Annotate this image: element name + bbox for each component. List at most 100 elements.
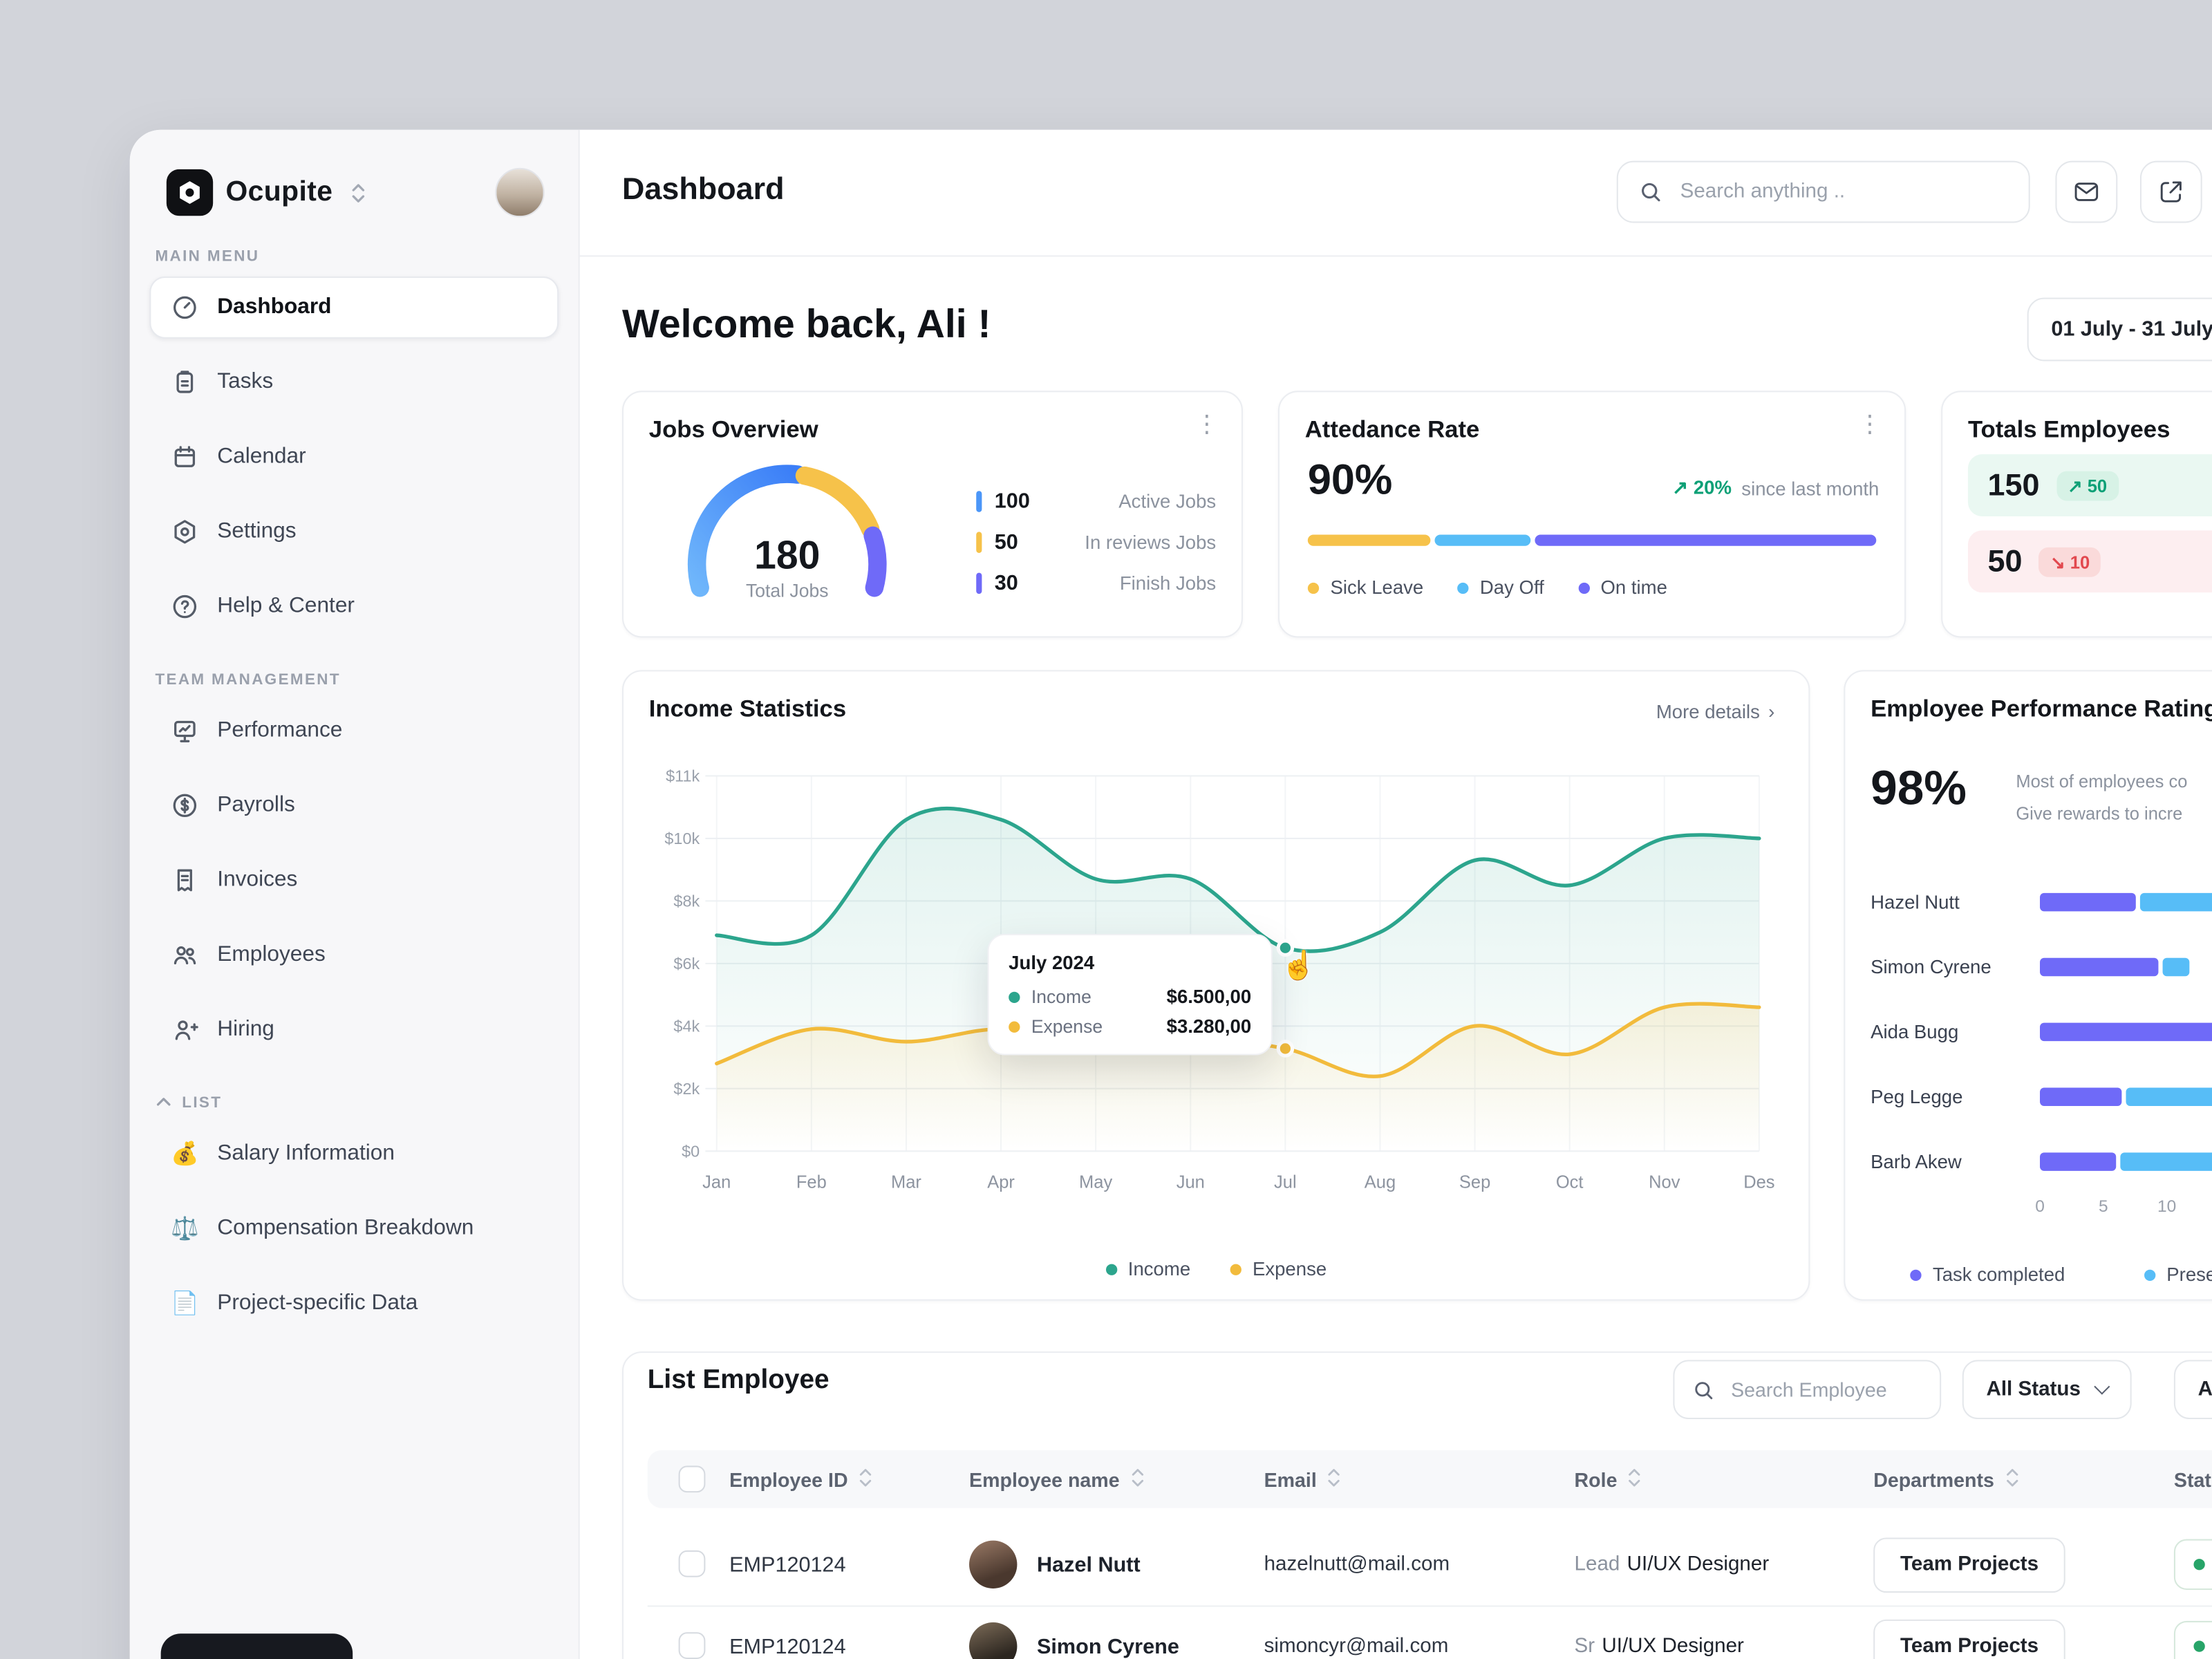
income-statistics-title: Income Statistics xyxy=(648,695,847,722)
sidebar-item-tasks[interactable]: Tasks xyxy=(149,351,559,413)
sidebar-item-label: Hiring xyxy=(217,1017,274,1042)
column-header-employee-id[interactable]: Employee ID xyxy=(729,1450,872,1508)
table-row[interactable]: EMP120124 Simon Cyrene simoncyr@mail.com Sr… xyxy=(648,1605,2212,1659)
status-filter-button[interactable]: All Status xyxy=(1962,1360,2132,1420)
legend-dot xyxy=(1105,1263,1117,1275)
sidebar-item-compensation-breakdown[interactable]: ⚖️ Compensation Breakdown xyxy=(149,1198,559,1260)
row-checkbox[interactable] xyxy=(678,1632,706,1659)
legend-dot xyxy=(1457,581,1469,594)
sidebar-item-help-center[interactable]: Help & Center xyxy=(149,576,559,638)
status-dot xyxy=(2193,1640,2205,1652)
payrolls-icon xyxy=(171,791,199,820)
help-icon xyxy=(171,592,199,621)
attendance-title: Attedance Rate xyxy=(1304,416,1480,443)
sidebar-item-employees[interactable]: Employees xyxy=(149,924,559,986)
workspace-switcher-icon[interactable] xyxy=(348,180,368,205)
sort-icon[interactable] xyxy=(1629,1466,1641,1492)
sidebar-item-salary-information[interactable]: 💰 Salary Information xyxy=(149,1123,559,1185)
svg-text:Sep: Sep xyxy=(1459,1172,1490,1192)
legend-dot xyxy=(1577,581,1590,594)
performance-note: Most of employees co Give rewards to inc… xyxy=(2016,766,2212,831)
performance-bar-track xyxy=(2040,1152,2212,1170)
welcome-heading: Welcome back, Ali ! xyxy=(622,301,991,346)
kebab-menu-icon[interactable]: ⋮ xyxy=(1194,410,1219,438)
select-all-checkbox[interactable] xyxy=(678,1465,706,1493)
sort-icon[interactable] xyxy=(859,1466,872,1492)
sort-icon[interactable] xyxy=(1131,1466,1143,1492)
svg-text:Feb: Feb xyxy=(796,1172,827,1192)
global-search[interactable] xyxy=(1616,160,2030,223)
employee-search[interactable] xyxy=(1673,1360,1942,1420)
sidebar-item-calendar[interactable]: Calendar xyxy=(149,426,559,488)
sort-icon[interactable] xyxy=(1328,1466,1340,1492)
performance-bar-track xyxy=(2040,1087,2212,1105)
sidebar-item-project-specific-data[interactable]: 📄 Project-specific Data xyxy=(149,1273,559,1335)
department-badge[interactable]: Team Projects xyxy=(1873,1618,2065,1659)
row-checkbox[interactable] xyxy=(678,1550,706,1577)
sidebar-item-invoices[interactable]: Invoices xyxy=(149,850,559,912)
sidebar-section-label-list[interactable]: LIST xyxy=(155,1095,553,1112)
date-range-button[interactable]: 01 July - 31 July xyxy=(2027,297,2212,362)
employee-search-input[interactable] xyxy=(1728,1376,1904,1403)
mail-button[interactable] xyxy=(2055,160,2118,223)
role-filter-button[interactable]: All Role xyxy=(2173,1360,2212,1420)
cell-status xyxy=(2173,1524,2212,1605)
search-input[interactable] xyxy=(1677,179,2009,205)
task-completed-bar xyxy=(2040,1022,2212,1041)
performance-employee-name: Simon Cyrene xyxy=(1871,955,1991,977)
svg-text:$11k: $11k xyxy=(666,767,700,785)
column-header-employee-name[interactable]: Employee name xyxy=(969,1450,1143,1508)
column-header-departments[interactable]: Departments xyxy=(1873,1450,2018,1508)
sidebar-item-payrolls[interactable]: Payrolls xyxy=(149,774,559,836)
legend-label: In reviews Jobs xyxy=(1085,532,1217,553)
tooltip-dot xyxy=(1009,1020,1020,1032)
legend-marker xyxy=(976,532,982,553)
sidebar-item-dashboard[interactable]: Dashboard xyxy=(149,276,559,339)
sidebar-item-settings[interactable]: Settings xyxy=(149,500,559,563)
jobs-overview-card: Jobs Overview ⋮ 180 Total Jobs 100 Active… xyxy=(622,391,1243,638)
totals-rows: 150 ↗ 50 50 ↘ 10 xyxy=(1967,454,2212,606)
performance-note-line2: Give rewards to incre xyxy=(2016,804,2183,825)
sidebar-section-label-team-management: TEAM MANAGEMENT xyxy=(155,671,341,688)
legend-dot xyxy=(1307,581,1320,594)
svg-text:$6k: $6k xyxy=(673,955,700,973)
user-avatar[interactable] xyxy=(495,167,545,218)
performance-headline: 98% xyxy=(1871,762,1967,816)
sort-icon[interactable] xyxy=(2005,1466,2018,1492)
table-row[interactable]: EMP120124 Hazel Nutt hazelnutt@mail.com Lea… xyxy=(647,1524,2212,1607)
more-details-label: More details xyxy=(1656,701,1760,722)
cell-employee-id: EMP120124 xyxy=(729,1634,846,1658)
jobs-gauge-chart xyxy=(687,465,887,597)
legend-dot xyxy=(2144,1268,2155,1281)
performance-row: Hazel Nutt xyxy=(1871,869,2212,934)
sidebar-item-label: Dashboard xyxy=(217,294,332,319)
sidebar-item-performance[interactable]: Performance xyxy=(149,700,559,762)
employee-avatar xyxy=(969,1622,1018,1659)
sidebar-item-hiring[interactable]: Hiring xyxy=(149,999,559,1061)
task-completed-bar xyxy=(2040,957,2158,976)
column-header-status[interactable]: Status xyxy=(2173,1468,2212,1491)
present-bar xyxy=(2139,892,2212,911)
performance-bar-track xyxy=(2040,957,2212,976)
svg-text:Jun: Jun xyxy=(1177,1172,1205,1192)
income-legend-item: Income xyxy=(1105,1258,1190,1280)
department-badge[interactable]: Team Projects xyxy=(1873,1537,2065,1593)
kebab-menu-icon[interactable]: ⋮ xyxy=(1857,410,1882,438)
more-details-link[interactable]: More details › xyxy=(1656,701,1775,722)
external-link-icon xyxy=(2160,181,2182,203)
total-jobs-label: Total Jobs xyxy=(746,579,829,601)
mail-icon xyxy=(2074,182,2099,201)
present-bar xyxy=(2120,1152,2212,1170)
dashboard-icon xyxy=(171,293,199,321)
task-completed-bar xyxy=(2040,1087,2121,1105)
svg-text:Jul: Jul xyxy=(1274,1172,1297,1192)
legend-dot xyxy=(1910,1268,1922,1281)
column-header-email[interactable]: Email xyxy=(1264,1450,1341,1508)
sidebar-item-label: Project-specific Data xyxy=(217,1291,418,1315)
income-legend: Income Expense xyxy=(624,1258,1808,1280)
export-button[interactable] xyxy=(2139,160,2202,223)
attendance-stacked-bar xyxy=(1307,534,1877,546)
performance-row: Barb Akew xyxy=(1871,1129,2212,1194)
legend-label: Finish Jobs xyxy=(1119,572,1217,594)
column-header-role[interactable]: Role xyxy=(1575,1450,1642,1508)
